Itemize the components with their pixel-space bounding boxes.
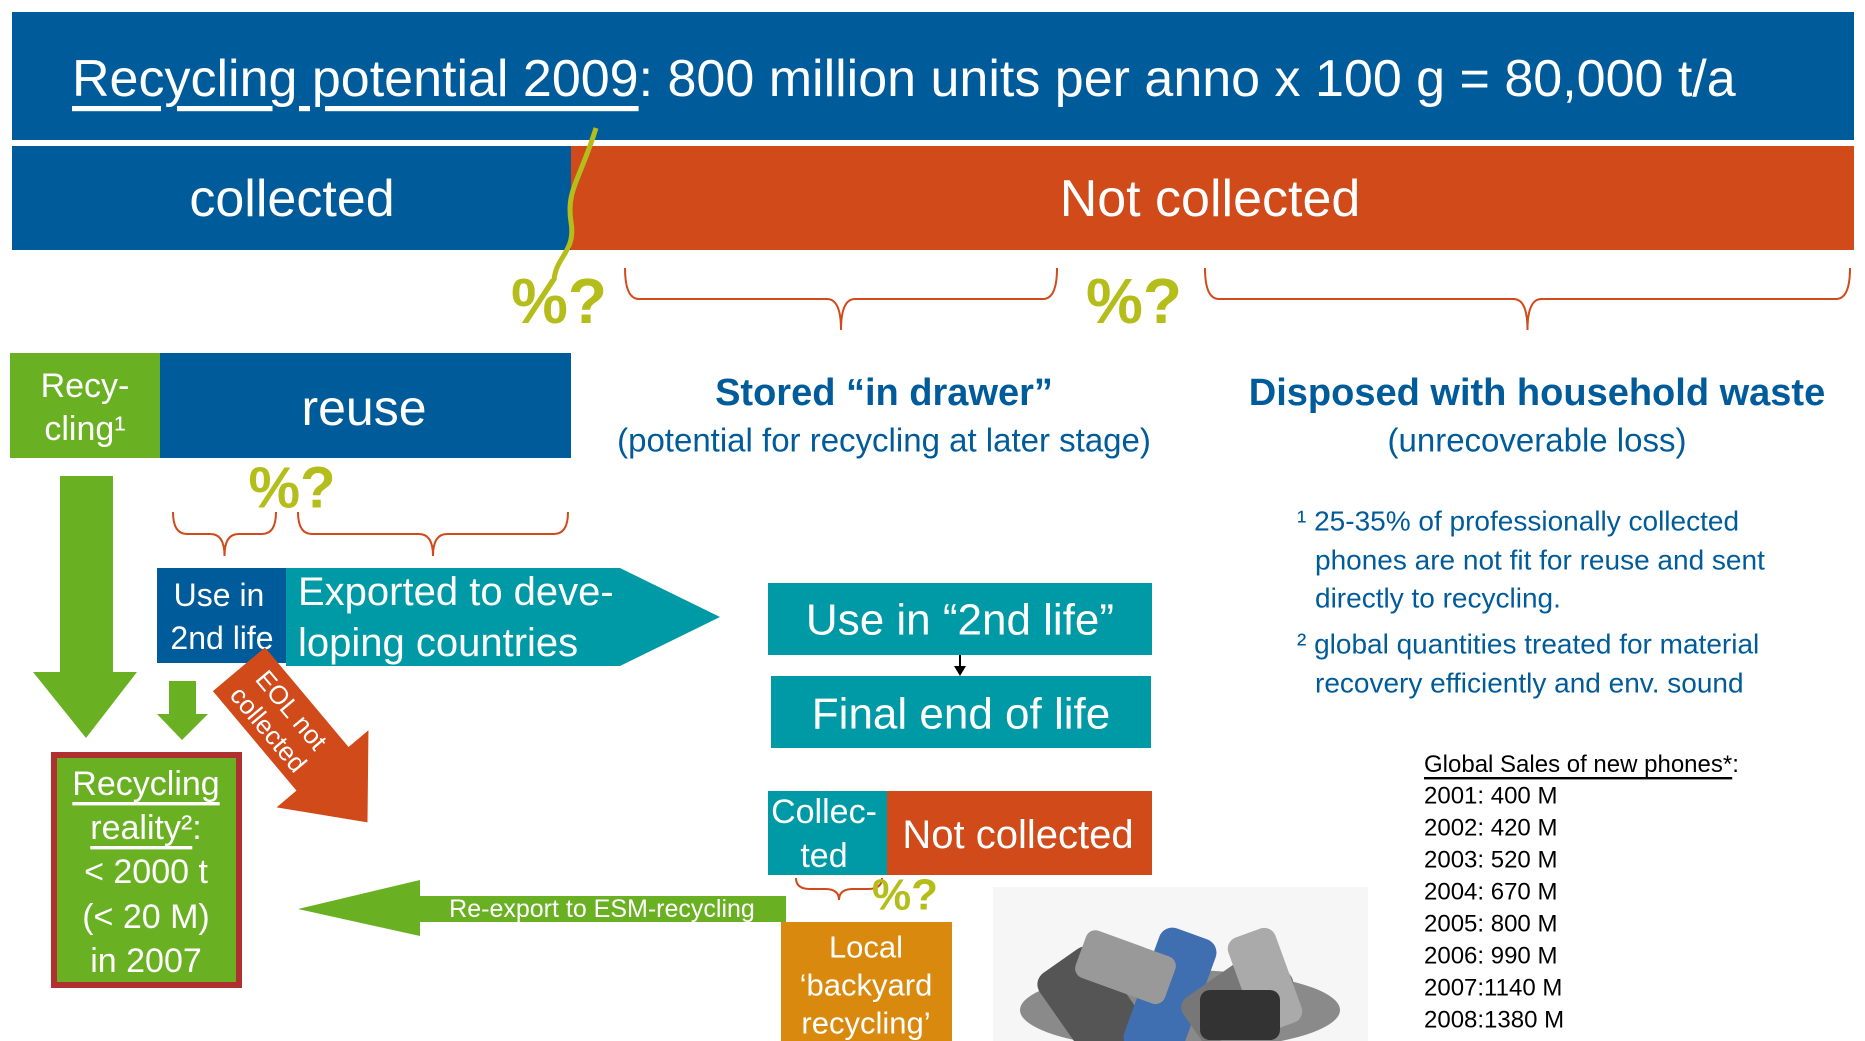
footnote-line: phones are not fit for reuse and sent <box>1315 545 1765 576</box>
recycling-line: cling¹ <box>44 410 125 448</box>
use-second-life-line: Use in <box>174 577 265 613</box>
question-mark: %? <box>872 871 938 920</box>
reality-heading-line: reality²: <box>90 809 201 847</box>
footnote-line: ² global quantities treated for material <box>1297 629 1759 660</box>
phone <box>1200 990 1280 1040</box>
sales-item: 2002: 420 M <box>1424 815 1557 842</box>
sales-item: 2007:1140 M <box>1424 975 1562 1002</box>
sales-item: 2001: 400 M <box>1424 783 1557 810</box>
reality-line: (< 20 M) <box>82 898 210 936</box>
export-line: Exported to deve- <box>298 570 614 614</box>
small-green-arrow <box>157 681 208 740</box>
reality-heading: reality² <box>90 809 192 847</box>
reality-line: < 2000 t <box>84 853 208 891</box>
footnote-line: ¹ 25-35% of professionally collected <box>1297 506 1739 537</box>
footnotes: ¹ 25-35% of professionally collected pho… <box>1297 506 1765 699</box>
title-underlined: Recycling potential 2009 <box>72 50 639 108</box>
recycling-line: Recy- <box>41 367 130 405</box>
brace <box>298 512 568 556</box>
title: Recycling potential 2009: 800 million un… <box>72 50 1736 108</box>
flow-arrow-head <box>954 666 966 676</box>
backyard-line: recycling’ <box>801 1006 930 1041</box>
sales-item: 2005: 800 M <box>1424 911 1557 938</box>
brace <box>796 878 882 900</box>
export-line: loping countries <box>298 621 578 665</box>
use-second-life-line: 2nd life <box>170 620 273 656</box>
question-mark: %? <box>249 456 336 521</box>
slide: Recycling potential 2009: 800 million un… <box>0 0 1865 1041</box>
not-collected-label: Not collected <box>902 813 1133 857</box>
sales-heading: Global Sales of new phones*: <box>1424 751 1739 778</box>
brace <box>1205 268 1850 330</box>
re-export-label: Re-export to ESM-recycling <box>449 895 755 923</box>
footnote-line: recovery efficiently and env. sound <box>1315 668 1744 699</box>
recycling-arrow <box>33 476 137 738</box>
stored-heading: Stored “in drawer” <box>715 372 1053 414</box>
reality-colon: : <box>192 809 201 847</box>
disposed-note: (unrecoverable loss) <box>1388 422 1687 459</box>
use-label: Use in “2nd life” <box>806 596 1114 645</box>
question-mark: %? <box>1086 265 1182 337</box>
disposed-heading: Disposed with household waste <box>1249 372 1825 414</box>
reality-line: in 2007 <box>90 942 202 980</box>
collected-line: ted <box>800 837 847 875</box>
global-sales: Global Sales of new phones*: 2001: 400 M… <box>1424 751 1739 1034</box>
collected-line: Collec- <box>771 793 877 831</box>
backyard-line: ‘backyard <box>800 968 933 1003</box>
phones-photo <box>993 887 1368 1041</box>
question-mark: %? <box>511 265 607 337</box>
sales-colon: : <box>1732 751 1739 778</box>
title-rest: : 800 million units per anno x 100 g = 8… <box>639 50 1736 108</box>
reality-text: Recycling reality²: < 2000 t (< 20 M) in… <box>72 765 219 980</box>
collected-label: collected <box>189 170 394 228</box>
sales-item: 2008:1380 M <box>1424 1007 1564 1034</box>
brace <box>625 268 1057 330</box>
not-collected-label: Not collected <box>1060 170 1361 228</box>
final-label: Final end of life <box>812 690 1110 739</box>
sales-item: 2003: 520 M <box>1424 847 1557 874</box>
footnote-line: directly to recycling. <box>1315 583 1561 614</box>
reuse-label: reuse <box>301 380 426 436</box>
reality-heading: Recycling <box>72 765 219 803</box>
sales-heading-text: Global Sales of new phones* <box>1424 751 1732 778</box>
stored-note: (potential for recycling at later stage) <box>617 422 1151 459</box>
sales-item: 2004: 670 M <box>1424 879 1557 906</box>
backyard-line: Local <box>829 930 903 965</box>
sales-item: 2006: 990 M <box>1424 943 1557 970</box>
